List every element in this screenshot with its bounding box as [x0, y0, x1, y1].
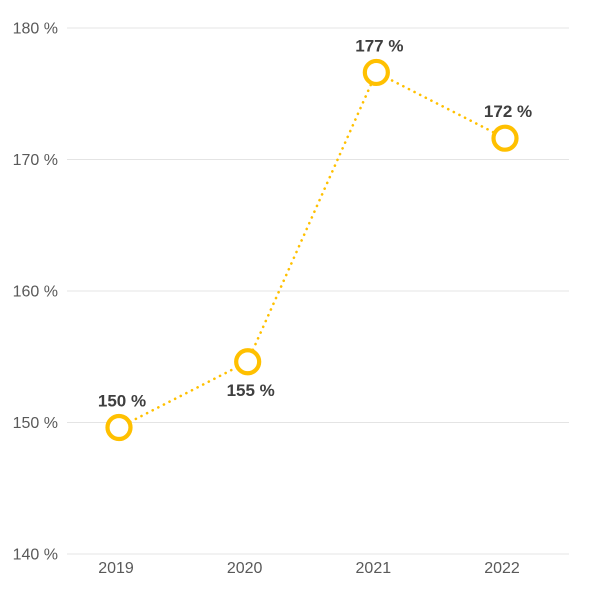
data-point-label: 155 % [227, 381, 275, 400]
x-axis-tick-label: 2020 [227, 560, 263, 577]
y-axis-tick-label: 140 % [13, 547, 58, 564]
data-point-marker [362, 58, 390, 87]
y-axis-tick-label: 180 % [13, 21, 58, 38]
data-point-label: 172 % [484, 102, 532, 121]
x-axis-tick-label: 2021 [356, 560, 392, 577]
data-point-marker [234, 348, 262, 376]
y-axis-tick-label: 170 % [13, 152, 58, 169]
x-axis-tick-label: 2019 [98, 560, 134, 577]
data-point-label: 150 % [98, 392, 146, 411]
data-point-marker [491, 124, 519, 152]
y-axis-tick-label: 160 % [13, 284, 58, 301]
data-point-marker [105, 413, 133, 442]
data-point-label: 177 % [355, 36, 403, 55]
y-axis-tick-label: 150 % [13, 415, 58, 432]
x-axis-tick-label: 2022 [484, 560, 520, 577]
series-line [117, 70, 507, 429]
